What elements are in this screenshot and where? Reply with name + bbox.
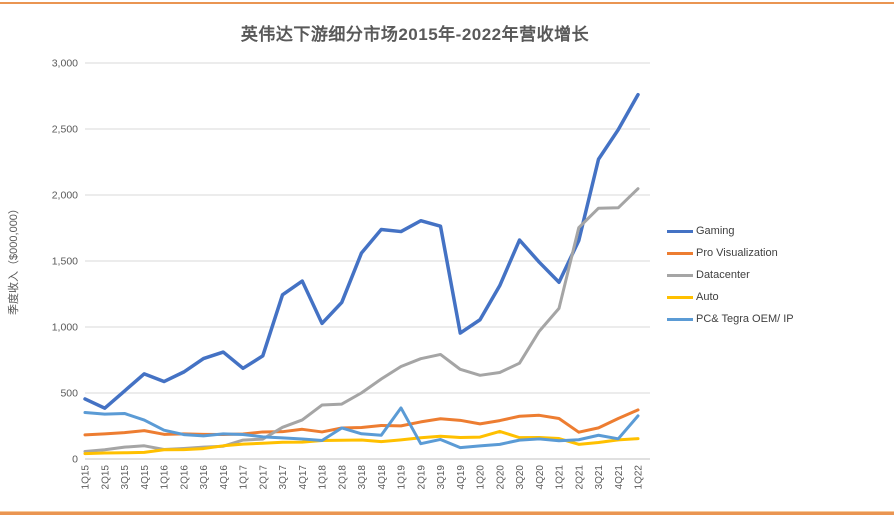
- y-axis-tick-label: 1,000: [52, 322, 78, 334]
- x-axis-tick-label: 3Q20: [515, 465, 526, 490]
- legend-line-swatch: [667, 317, 693, 321]
- chart-title: 英伟达下游细分市场2015年-2022年营收增长: [240, 25, 590, 44]
- x-axis-tick-label: 1Q18: [318, 465, 329, 490]
- x-axis-tick-label: 1Q19: [397, 465, 408, 490]
- legend-item-gaming: Gaming: [667, 220, 794, 242]
- legend-line-swatch: [667, 273, 693, 277]
- x-axis-tick-label: 2Q20: [495, 465, 506, 490]
- x-axis-tick-label: 4Q20: [535, 465, 546, 490]
- y-axis-tick-label: 2,500: [52, 124, 78, 136]
- top-accent-line: [0, 2, 894, 4]
- y-axis-tick-label: 500: [60, 388, 78, 400]
- x-axis-tick-label: 3Q18: [357, 465, 368, 490]
- x-axis-tick-label: 2Q15: [100, 465, 111, 490]
- x-axis-tick-label: 3Q15: [120, 465, 131, 490]
- x-axis-tick-label: 4Q19: [456, 465, 467, 490]
- x-axis-tick-label: 1Q20: [476, 465, 487, 490]
- x-axis-tick-label: 3Q19: [436, 465, 447, 490]
- x-axis-tick-label: 2Q21: [574, 465, 585, 490]
- legend-label: Auto: [696, 291, 719, 303]
- x-axis-tick-label: 4Q17: [298, 465, 309, 490]
- legend-item-pc-tegra-oem-ip: PC& Tegra OEM/ IP: [667, 308, 794, 330]
- chart-legend: Gaming Pro Visualization Datacenter Auto…: [667, 220, 794, 330]
- legend-item-datacenter: Datacenter: [667, 264, 794, 286]
- x-axis-tick-label: 4Q15: [140, 465, 151, 490]
- x-axis-tick-label: 2Q18: [337, 465, 348, 490]
- y-axis-tick-label: 3,000: [52, 58, 78, 70]
- x-axis-tick-label: 4Q21: [614, 465, 625, 490]
- y-axis-tick-label: 1,500: [52, 256, 78, 268]
- legend-item-auto: Auto: [667, 286, 794, 308]
- x-axis-tick-label: 1Q15: [81, 465, 92, 490]
- x-axis-tick-label: 1Q22: [634, 465, 645, 490]
- series-line-auto: [83, 429, 640, 456]
- series-line-datacenter: [83, 187, 640, 453]
- legend-label: Gaming: [696, 225, 735, 237]
- y-axis-tick-label: 0: [72, 454, 78, 466]
- legend-line-swatch: [667, 295, 693, 299]
- legend-line-swatch: [667, 251, 693, 255]
- x-axis-tick-label: 1Q17: [239, 465, 250, 490]
- x-axis-tick-label: 3Q17: [278, 465, 289, 490]
- legend-item-pro-visualization: Pro Visualization: [667, 242, 794, 264]
- series-line-gaming: [83, 92, 640, 410]
- x-axis-tick-label: 1Q16: [160, 465, 171, 490]
- legend-label: Datacenter: [696, 269, 750, 281]
- x-axis-tick-label: 2Q17: [258, 465, 269, 490]
- legend-line-swatch: [667, 229, 693, 233]
- y-axis-tick-label: 2,000: [52, 190, 78, 202]
- x-axis-tick-label: 4Q18: [377, 465, 388, 490]
- series-line-pc-tegra-oem-ip: [83, 406, 640, 450]
- legend-label: PC& Tegra OEM/ IP: [696, 313, 794, 325]
- bottom-accent-line: [0, 511, 894, 515]
- x-axis-tick-label: 2Q16: [179, 465, 190, 490]
- x-axis-tick-label: 3Q21: [594, 465, 605, 490]
- x-axis-tick-label: 1Q21: [555, 465, 566, 490]
- legend-label: Pro Visualization: [696, 247, 778, 259]
- x-axis-tick-label: 3Q16: [199, 465, 210, 490]
- x-axis-tick-label: 4Q16: [219, 465, 230, 490]
- x-axis-tick-label: 2Q19: [416, 465, 427, 490]
